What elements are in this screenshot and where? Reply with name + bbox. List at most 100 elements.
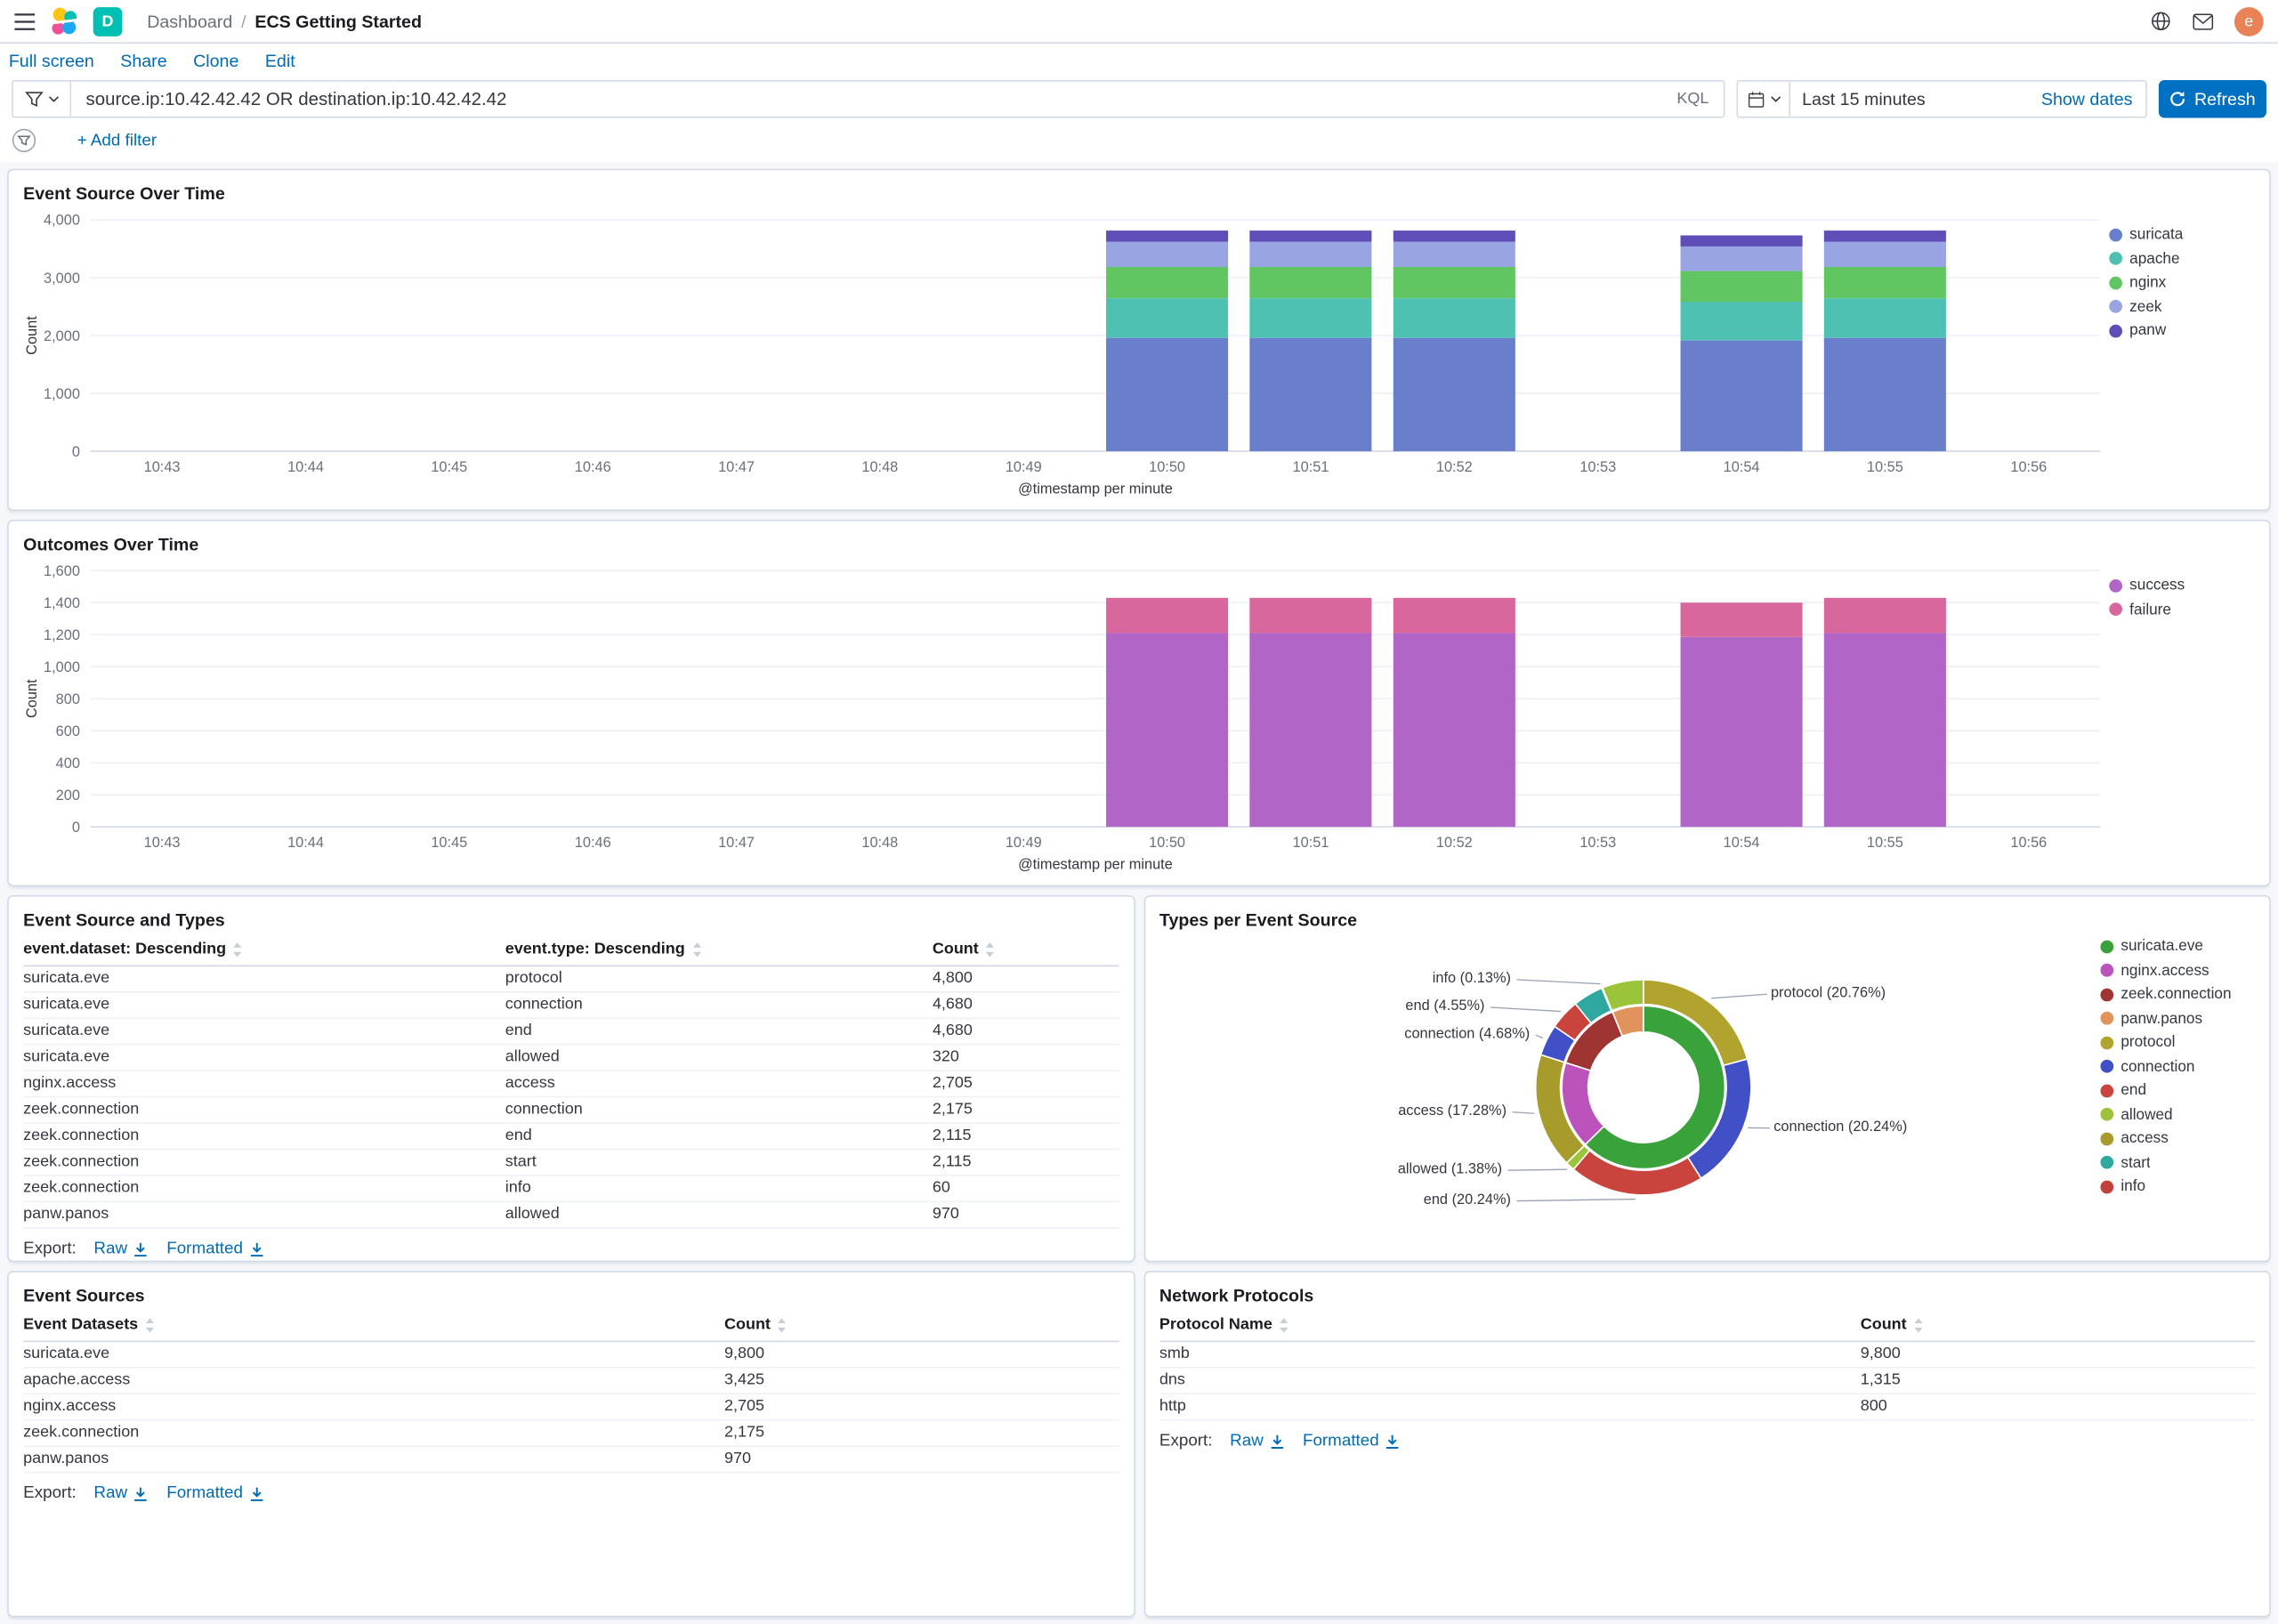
column-header[interactable]: event.type: Descending: [505, 935, 933, 967]
legend-item-protocol[interactable]: protocol: [2100, 1033, 2254, 1051]
bar-segment-success[interactable]: [1680, 636, 1803, 828]
bar-segment-panw[interactable]: [1393, 230, 1515, 242]
filter-options-button[interactable]: [12, 128, 36, 153]
bar-segment-panw[interactable]: [1823, 230, 1946, 242]
bar-segment-apache[interactable]: [1823, 298, 1946, 338]
bar-segment-zeek[interactable]: [1680, 246, 1803, 271]
bar-segment-nginx[interactable]: [1680, 271, 1803, 303]
panel-title[interactable]: Event Source and Types: [23, 909, 225, 931]
export-raw-link[interactable]: Raw: [93, 1240, 149, 1257]
column-header[interactable]: Count: [1860, 1311, 2255, 1343]
legend-item-nginx.access[interactable]: nginx.access: [2100, 961, 2254, 979]
legend-label: suricata.eve: [2120, 937, 2203, 956]
show-dates-button[interactable]: Show dates: [2040, 88, 2133, 109]
bar-segment-apache[interactable]: [1106, 298, 1229, 338]
legend-item-start[interactable]: start: [2100, 1153, 2254, 1171]
legend-item-panw[interactable]: panw: [2109, 322, 2255, 339]
donut-inner-panw.panos[interactable]: [1611, 1005, 1644, 1038]
edit-button[interactable]: Edit: [264, 51, 295, 72]
legend-item-zeek.connection[interactable]: zeek.connection: [2100, 985, 2254, 1003]
bar-segment-apache[interactable]: [1680, 301, 1803, 341]
menu-hamburger-button[interactable]: [14, 12, 36, 30]
column-header[interactable]: event.dataset: Descending: [23, 935, 505, 967]
legend-item-connection[interactable]: connection: [2100, 1057, 2254, 1075]
panel-title[interactable]: Network Protocols: [1159, 1285, 1314, 1306]
bar-segment-failure[interactable]: [1249, 597, 1372, 634]
bar-segment-failure[interactable]: [1823, 597, 1946, 634]
bar-segment-success[interactable]: [1393, 633, 1515, 828]
legend-item-allowed[interactable]: allowed: [2100, 1105, 2254, 1123]
help-globe-button[interactable]: [2150, 10, 2172, 32]
table-cell: 2,175: [932, 1096, 1119, 1124]
bar-segment-success[interactable]: [1823, 633, 1946, 828]
legend-item-access[interactable]: access: [2100, 1129, 2254, 1147]
legend-item-end[interactable]: end: [2100, 1081, 2254, 1099]
panel-title[interactable]: Outcomes Over Time: [23, 534, 199, 555]
legend-item-info[interactable]: info: [2100, 1177, 2254, 1195]
bar-segment-failure[interactable]: [1393, 597, 1515, 634]
bar-segment-failure[interactable]: [1106, 597, 1229, 634]
panel-title[interactable]: Types per Event Source: [1159, 909, 1358, 931]
clone-button[interactable]: Clone: [193, 51, 239, 72]
panel-title[interactable]: Event Sources: [23, 1285, 145, 1306]
user-avatar[interactable]: e: [2234, 6, 2264, 36]
legend-item-suricata[interactable]: suricata: [2109, 226, 2255, 243]
saved-query-menu-button[interactable]: [13, 81, 72, 117]
query-input[interactable]: [71, 88, 1663, 109]
bar-segment-nginx[interactable]: [1249, 267, 1372, 299]
column-header[interactable]: Count: [723, 1311, 1119, 1343]
full-screen-button[interactable]: Full screen: [8, 51, 94, 72]
add-filter-button[interactable]: + Add filter: [77, 132, 158, 149]
donut-outer-allowed[interactable]: [1601, 979, 1644, 1012]
export-formatted-link[interactable]: Formatted: [166, 1240, 264, 1257]
bar-segment-suricata[interactable]: [1106, 337, 1229, 452]
share-button[interactable]: Share: [120, 51, 167, 72]
legend-item-apache[interactable]: apache: [2109, 250, 2255, 267]
bar-segment-success[interactable]: [1106, 633, 1229, 828]
y-tick-label: 800: [56, 691, 80, 707]
label-connector: [1710, 993, 1767, 999]
legend-item-panw.panos[interactable]: panw.panos: [2100, 1009, 2254, 1027]
bar-segment-success[interactable]: [1249, 633, 1372, 828]
legend-item-nginx[interactable]: nginx: [2109, 274, 2255, 291]
donut-inner-suricata.eve[interactable]: [1583, 1005, 1725, 1170]
bar-segment-panw[interactable]: [1106, 230, 1229, 242]
date-quick-select-button[interactable]: [1738, 81, 1791, 117]
breadcrumb-dashboard[interactable]: Dashboard: [147, 11, 233, 32]
column-header[interactable]: Count: [932, 935, 1119, 967]
export-formatted-link[interactable]: Formatted: [166, 1485, 264, 1502]
bar-segment-nginx[interactable]: [1393, 267, 1515, 299]
refresh-button[interactable]: Refresh: [2158, 79, 2266, 118]
space-avatar[interactable]: D: [93, 6, 123, 36]
bar-segment-panw[interactable]: [1249, 230, 1372, 242]
bar-segment-zeek[interactable]: [1393, 241, 1515, 268]
time-range-value[interactable]: Last 15 minutes: [1802, 88, 1926, 109]
bar-segment-nginx[interactable]: [1106, 267, 1229, 299]
bar-segment-zeek[interactable]: [1249, 241, 1372, 268]
bar-segment-zeek[interactable]: [1823, 241, 1946, 268]
bar-segment-apache[interactable]: [1393, 298, 1515, 338]
bar-segment-suricata[interactable]: [1393, 337, 1515, 452]
bar-segment-panw[interactable]: [1680, 235, 1803, 246]
export-raw-link[interactable]: Raw: [1230, 1433, 1285, 1450]
export-formatted-link[interactable]: Formatted: [1303, 1433, 1401, 1450]
bar-segment-zeek[interactable]: [1106, 241, 1229, 268]
panel-title[interactable]: Event Source Over Time: [23, 183, 225, 205]
query-language-button[interactable]: KQL: [1676, 90, 1709, 109]
bar-segment-suricata[interactable]: [1823, 337, 1946, 452]
bar-segment-failure[interactable]: [1680, 602, 1803, 637]
bar-segment-apache[interactable]: [1249, 298, 1372, 338]
bar-segment-nginx[interactable]: [1823, 267, 1946, 299]
column-header[interactable]: Event Datasets: [23, 1311, 724, 1343]
export-raw-link[interactable]: Raw: [93, 1485, 149, 1502]
bar-segment-suricata[interactable]: [1249, 337, 1372, 452]
legend-item-failure[interactable]: failure: [2109, 601, 2255, 618]
elastic-logo[interactable]: [48, 5, 80, 37]
newsfeed-button[interactable]: [2193, 12, 2215, 30]
data-table: Protocol Name Count smb 9,800 dns 1,315 http 80…: [1159, 1311, 2255, 1421]
legend-item-zeek[interactable]: zeek: [2109, 298, 2255, 315]
legend-item-suricata.eve[interactable]: suricata.eve: [2100, 937, 2254, 955]
bar-segment-suricata[interactable]: [1680, 340, 1803, 452]
legend-item-success[interactable]: success: [2109, 577, 2255, 594]
column-header[interactable]: Protocol Name: [1159, 1311, 1861, 1343]
